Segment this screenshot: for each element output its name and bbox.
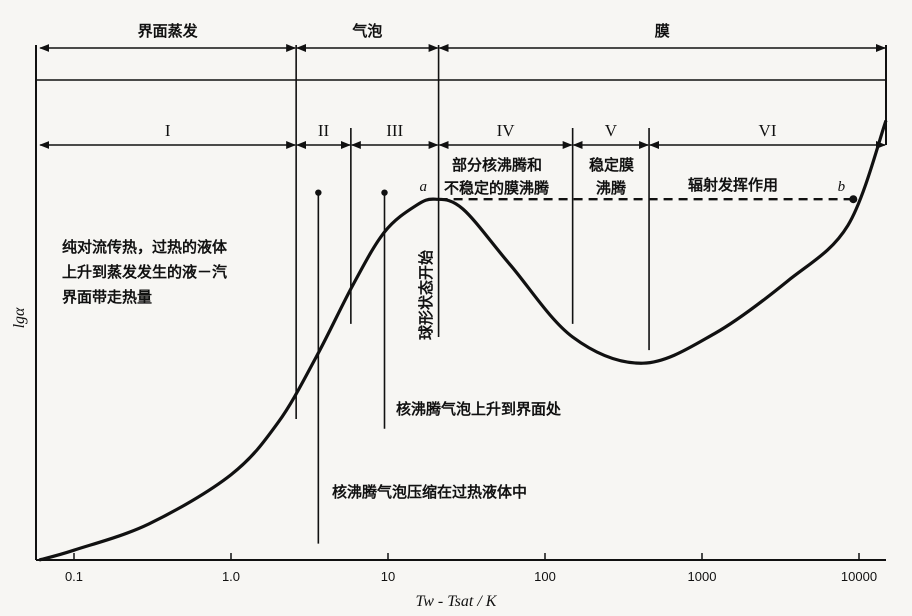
zone-i-text-2: 上升到蒸发发生的液－汽 <box>62 263 227 281</box>
marker-high-text: 核沸腾气泡上升到界面处 <box>396 400 562 418</box>
x-tick-label-1000: 1000 <box>688 569 717 584</box>
zone-label-iii: III <box>386 121 403 140</box>
zone-v-text-2: 沸腾 <box>596 179 627 197</box>
spherical-state-text: 球形状态开始 <box>417 250 435 340</box>
x-tick-label-100: 100 <box>534 569 556 584</box>
marker-low-text: 核沸腾气泡压缩在过热液体中 <box>332 483 527 501</box>
zone-i-text-3: 界面带走热量 <box>62 288 152 306</box>
zone-i-text-1: 纯对流传热，过热的液体 <box>62 238 228 256</box>
boiling-curve-line <box>38 119 888 562</box>
marker-dot-1 <box>315 189 322 196</box>
zone-v-text-1: 稳定膜 <box>589 156 634 174</box>
zone-label-vi: VI <box>759 121 777 140</box>
x-axis-title: Tw - Tsat / K <box>416 593 498 610</box>
regime-label-film: 膜 <box>655 22 670 40</box>
x-tick-label-1-0: 1.0 <box>222 569 240 584</box>
zone-label-ii: II <box>318 121 330 140</box>
zone-label-v: V <box>605 121 618 140</box>
point-label-b: b <box>838 179 846 195</box>
regime-label-interface-evaporation: 界面蒸发 <box>138 22 199 40</box>
point-b-dot <box>849 195 858 204</box>
zone-iv-text-1: 部分核沸腾和 <box>452 156 542 174</box>
x-tick-label-10000: 10000 <box>841 569 877 584</box>
zone-label-iv: IV <box>497 121 516 140</box>
regime-label-bubble: 气泡 <box>351 22 382 40</box>
x-tick-label-10: 10 <box>381 569 395 584</box>
zone-vi-text: 辐射发挥作用 <box>688 176 778 194</box>
x-tick-label-0-1: 0.1 <box>65 569 83 584</box>
y-axis-title: lgα <box>11 307 28 328</box>
zone-iv-text-2: 不稳定的膜沸腾 <box>444 179 550 197</box>
zone-label-i: I <box>165 121 171 140</box>
marker-dot-2 <box>381 189 388 196</box>
point-label-a: a <box>420 179 428 195</box>
